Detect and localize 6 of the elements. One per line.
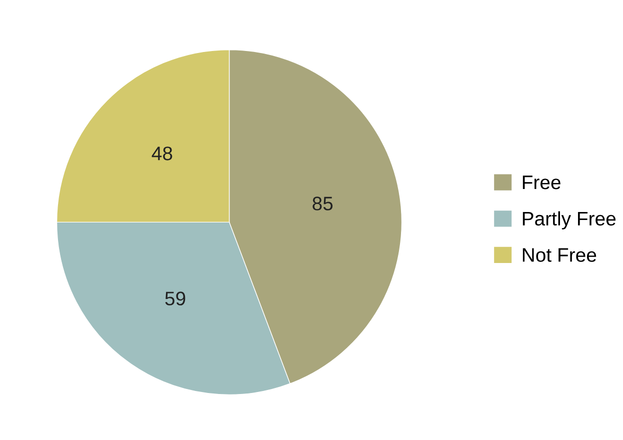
- data-label: 85: [312, 196, 333, 210]
- legend-label: Not Free: [522, 248, 596, 262]
- data-label: 59: [165, 292, 186, 306]
- data-label: 48: [152, 146, 172, 160]
- legend-label: Partly Free: [522, 211, 616, 230]
- legend-label: Free: [522, 176, 560, 190]
